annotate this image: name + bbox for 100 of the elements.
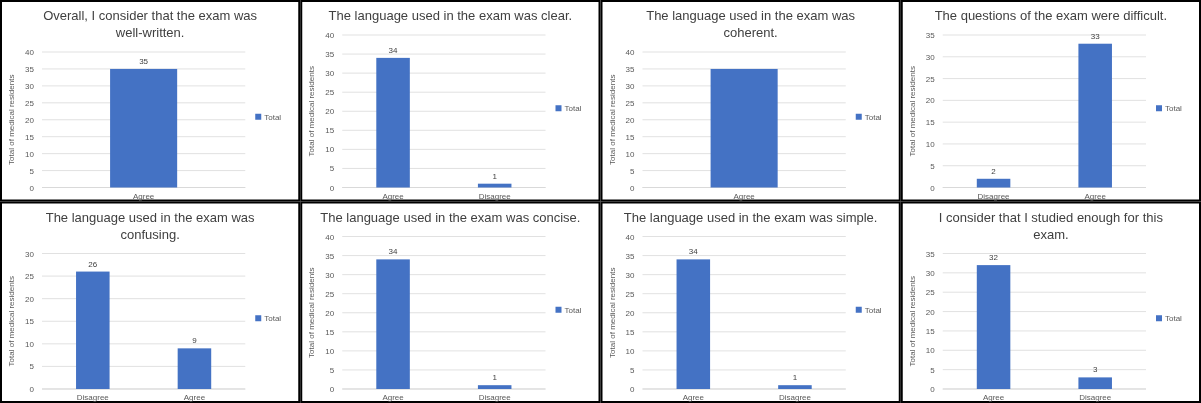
x-tick-label: Disagree [977, 191, 1011, 201]
legend-label: Total [564, 305, 582, 315]
data-label: 32 [989, 253, 999, 263]
y-tick-label: 35 [925, 249, 936, 259]
y-tick-label: 35 [925, 31, 936, 40]
x-tick-label: Agree [982, 393, 1005, 402]
y-tick-label: 10 [25, 149, 35, 159]
y-tick-label: 20 [25, 115, 35, 125]
y-tick-label: 15 [625, 327, 636, 337]
legend-label: Total [264, 112, 282, 122]
y-tick-label: 30 [25, 81, 35, 91]
y-axis-title: Total of medical residents [307, 267, 317, 358]
y-tick-label: 0 [29, 183, 35, 193]
y-tick-label: 25 [625, 289, 636, 299]
y-tick-label: 0 [930, 183, 936, 193]
chart-title: I consider that I studied enough for this exam. [938, 209, 1164, 242]
legend-label: Total [864, 305, 882, 315]
y-tick-label: 30 [625, 270, 636, 280]
y-tick-label: 10 [925, 139, 936, 149]
data-label: 33 [1090, 31, 1101, 41]
y-tick-label: 5 [630, 365, 636, 375]
x-tick-label: Agree [733, 191, 756, 201]
x-tick-label: Disagree [1079, 393, 1112, 402]
y-axis-title: Total of medical residents [307, 66, 317, 157]
x-tick-label: Agree [382, 191, 405, 201]
chart-title: The language used in the exam was clear. [328, 8, 573, 23]
x-tick-label: Agree [183, 393, 206, 402]
y-tick-label: 15 [25, 132, 35, 142]
y-axis-title: Total of medical residents [7, 276, 16, 367]
data-label: 2 [991, 166, 997, 176]
y-tick-label: 15 [325, 126, 335, 136]
y-tick-label: 20 [925, 96, 936, 106]
data-label: 35 [139, 56, 149, 66]
chart-title: The questions of the exam were difficult. [934, 8, 1168, 23]
y-tick-label: 15 [325, 327, 335, 337]
y-tick-label: 20 [925, 307, 936, 317]
y-tick-label: 10 [925, 346, 936, 356]
y-tick-label: 15 [925, 326, 936, 336]
x-tick-label: Disagree [478, 191, 512, 201]
legend-label: Total [564, 104, 582, 114]
y-tick-label: 5 [329, 365, 335, 375]
y-tick-label: 15 [925, 118, 936, 128]
y-tick-label: 0 [329, 183, 335, 193]
y-axis-title: Total of medical residents [907, 276, 917, 367]
y-tick-label: 10 [25, 339, 35, 349]
y-tick-label: 35 [325, 50, 335, 60]
chart-title: The language used in the exam was simple. [623, 209, 878, 225]
data-label: 1 [792, 373, 798, 383]
y-tick-label: 20 [625, 115, 636, 125]
data-label: 9 [192, 336, 198, 346]
y-tick-label: 10 [625, 346, 636, 356]
x-tick-label: Agree [382, 393, 405, 402]
y-tick-label: 35 [625, 251, 636, 261]
y-tick-label: 0 [630, 385, 636, 394]
data-label: 3 [1092, 365, 1098, 375]
chart-title: The language used in the exam was coherent. [646, 8, 856, 40]
y-axis-title: Total of medical residents [7, 74, 16, 165]
y-tick-label: 30 [925, 52, 936, 62]
y-tick-label: 25 [325, 88, 335, 98]
y-tick-label: 40 [325, 232, 335, 242]
data-label: 34 [688, 247, 699, 257]
data-label: 34 [388, 45, 399, 55]
y-tick-label: 30 [325, 270, 335, 280]
y-tick-label: 25 [925, 74, 936, 84]
y-axis-title: Total of medical residents [607, 267, 617, 358]
y-axis-title: Total of medical residents [607, 74, 617, 165]
y-tick-label: 10 [625, 149, 636, 159]
x-tick-label: Agree [132, 191, 155, 201]
data-label: 34 [388, 247, 399, 257]
y-tick-label: 0 [630, 183, 636, 193]
y-tick-label: 20 [625, 308, 636, 318]
y-tick-label: 30 [25, 249, 35, 259]
y-tick-label: 0 [329, 385, 335, 394]
y-tick-label: 35 [325, 251, 335, 261]
y-tick-label: 40 [325, 31, 335, 40]
y-tick-label: 5 [930, 161, 936, 171]
y-tick-label: 25 [325, 289, 335, 299]
y-tick-label: 40 [25, 48, 35, 57]
y-tick-label: 30 [625, 81, 636, 91]
x-tick-label: Disagree [76, 393, 110, 402]
legend-label: Total [864, 112, 882, 122]
chart-title: The language used in the exam was confusing. [45, 209, 256, 242]
y-tick-label: 35 [25, 64, 35, 74]
chart-title: The language used in the exam was concise. [320, 209, 581, 225]
y-tick-label: 20 [25, 294, 35, 304]
y-tick-label: 35 [625, 64, 636, 74]
y-tick-label: 25 [25, 98, 35, 108]
y-tick-label: 5 [29, 362, 35, 372]
y-tick-label: 15 [25, 317, 35, 327]
y-tick-label: 5 [329, 164, 335, 174]
y-tick-label: 20 [325, 308, 335, 318]
data-label: 1 [492, 171, 498, 181]
y-axis-title: Total of medical residents [907, 66, 917, 157]
y-tick-label: 40 [625, 48, 636, 57]
data-label: 26 [88, 259, 98, 269]
y-tick-label: 5 [930, 365, 936, 375]
y-tick-label: 20 [325, 107, 335, 117]
x-tick-label: Agree [682, 393, 705, 402]
chart-title: Overall, I consider that the exam was well-written. [43, 8, 258, 40]
y-tick-label: 0 [29, 385, 35, 394]
